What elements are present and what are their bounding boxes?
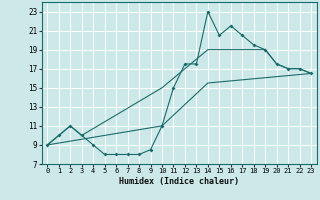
X-axis label: Humidex (Indice chaleur): Humidex (Indice chaleur) (119, 177, 239, 186)
